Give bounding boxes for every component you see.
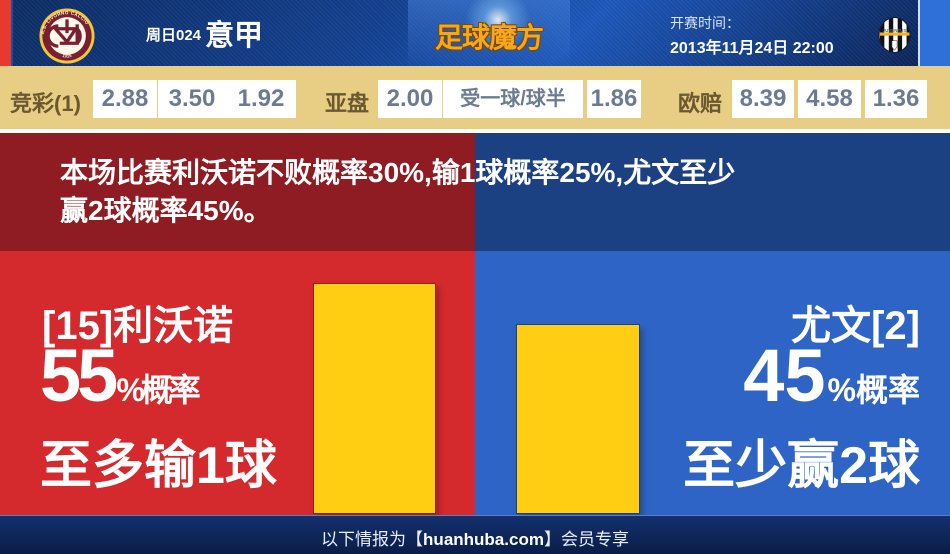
- svg-text:JUVENTUS: JUVENTUS: [883, 28, 907, 33]
